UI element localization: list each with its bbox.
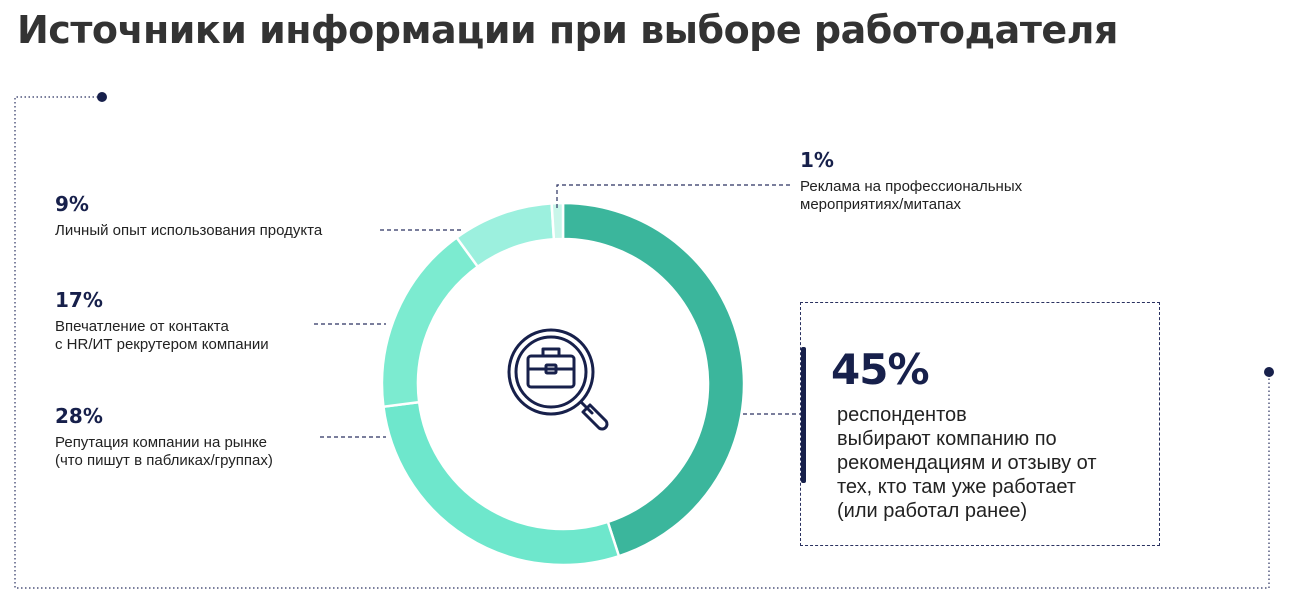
label-28-percent: 28% Репутация компании на рынке (что пиш… xyxy=(55,404,273,470)
donut-slice-17 xyxy=(380,235,480,409)
label-1-percent: 1% Реклама на профессиональных мероприят… xyxy=(800,148,1022,214)
slice-17-value: 17% xyxy=(55,288,103,312)
donut-slice-45 xyxy=(561,201,746,558)
slice-9-description: Личный опыт использования продукта xyxy=(55,222,323,239)
callout-description: респондентов выбирают компанию по рекоме… xyxy=(837,404,1097,522)
donut-slice-1 xyxy=(550,201,565,241)
callout-percent: 45% xyxy=(831,345,930,394)
leader-line-1 xyxy=(556,184,790,208)
callout-accent-bar xyxy=(801,347,806,483)
slice-1-description: Реклама на профессиональных мероприятиях… xyxy=(800,178,1023,213)
donut-slice-9 xyxy=(454,202,556,269)
slice-28-value: 28% xyxy=(55,404,103,428)
briefcase-magnifier-icon xyxy=(507,328,609,431)
slice-17-description: Впечатление от контакта с HR/ИТ рекрутер… xyxy=(55,318,269,353)
slice-1-value: 1% xyxy=(800,148,834,172)
label-17-percent: 17% Впечатление от контакта с HR/ИТ рекр… xyxy=(55,288,269,354)
donut-slice-28 xyxy=(382,400,621,567)
slice-28-description: Репутация компании на рынке (что пишут в… xyxy=(55,434,273,469)
callout-box: 45% респондентов выбирают компанию по ре… xyxy=(800,302,1160,546)
label-9-percent: 9% Личный опыт использования продукта xyxy=(55,192,322,240)
slice-9-value: 9% xyxy=(55,192,89,216)
page-title: Источники информации при выборе работода… xyxy=(17,8,1118,52)
